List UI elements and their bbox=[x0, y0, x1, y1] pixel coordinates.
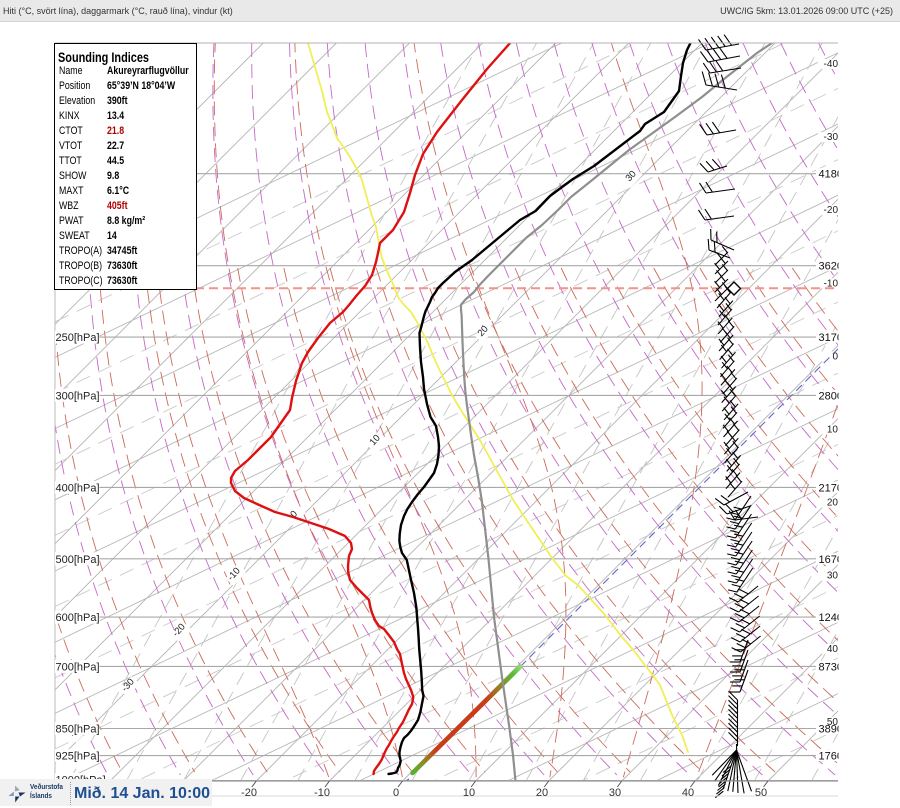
svg-text:850[hPa]: 850[hPa] bbox=[56, 724, 100, 736]
svg-text:-20: -20 bbox=[241, 787, 257, 799]
svg-text:40: 40 bbox=[827, 644, 839, 655]
svg-text:300[hPa]: 300[hPa] bbox=[56, 390, 100, 402]
svg-text:1670: 1670 bbox=[819, 554, 843, 566]
svg-text:250[hPa]: 250[hPa] bbox=[56, 332, 100, 344]
svg-text:400[hPa]: 400[hPa] bbox=[56, 482, 100, 494]
svg-text:-20: -20 bbox=[824, 205, 839, 216]
svg-text:20: 20 bbox=[827, 498, 839, 509]
svg-text:600[hPa]: 600[hPa] bbox=[56, 612, 100, 624]
svg-text:0: 0 bbox=[288, 509, 300, 520]
svg-text:-10: -10 bbox=[314, 787, 330, 799]
svg-text:2170: 2170 bbox=[819, 482, 843, 494]
svg-text:8730: 8730 bbox=[819, 661, 843, 673]
svg-text:3620: 3620 bbox=[819, 261, 843, 273]
svg-text:50: 50 bbox=[827, 717, 839, 728]
svg-text:700[hPa]: 700[hPa] bbox=[56, 661, 100, 673]
svg-text:1240: 1240 bbox=[819, 612, 843, 624]
svg-text:-30: -30 bbox=[824, 132, 839, 143]
svg-text:30: 30 bbox=[827, 571, 839, 582]
svg-text:40: 40 bbox=[682, 787, 694, 799]
svg-text:50: 50 bbox=[755, 787, 767, 799]
svg-text:0: 0 bbox=[832, 351, 838, 362]
svg-text:925[hPa]: 925[hPa] bbox=[56, 751, 100, 763]
svg-text:10: 10 bbox=[827, 425, 839, 436]
svg-text:2800: 2800 bbox=[819, 390, 843, 402]
svg-text:500[hPa]: 500[hPa] bbox=[56, 554, 100, 566]
svg-text:10: 10 bbox=[463, 787, 475, 799]
svg-text:30: 30 bbox=[609, 787, 621, 799]
svg-text:4180: 4180 bbox=[819, 169, 843, 181]
svg-text:20: 20 bbox=[536, 787, 548, 799]
svg-text:3170: 3170 bbox=[819, 332, 843, 344]
svg-text:-40: -40 bbox=[824, 59, 839, 70]
svg-text:0: 0 bbox=[393, 787, 399, 799]
svg-text:3890: 3890 bbox=[819, 724, 843, 736]
svg-text:1760: 1760 bbox=[819, 751, 843, 763]
svg-text:-10: -10 bbox=[824, 278, 839, 289]
